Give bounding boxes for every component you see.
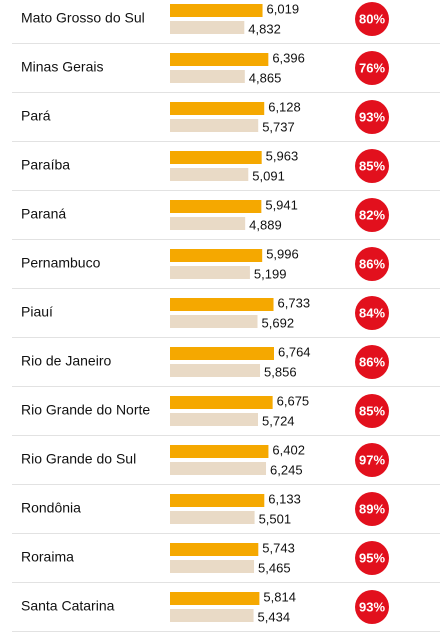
bar: [170, 298, 274, 311]
bar: [170, 249, 263, 262]
value-label: 5,743: [262, 540, 295, 555]
percent-badge: [355, 541, 389, 575]
category-label: Rio Grande do Norte: [21, 402, 150, 418]
percent-badge: [355, 100, 389, 134]
value-label: 5,996: [266, 246, 299, 261]
value-label: 6,019: [267, 1, 300, 16]
percent-label: 95%: [359, 550, 385, 565]
category-label: Mato Grosso do Sul: [21, 10, 145, 26]
bar: [170, 364, 261, 377]
bar: [170, 511, 255, 524]
value-label: 6,128: [268, 99, 301, 114]
percent-label: 86%: [359, 256, 385, 271]
bar: [170, 315, 258, 328]
value-label: 5,692: [262, 315, 295, 330]
percent-label: 76%: [359, 60, 385, 75]
value-label: 5,091: [252, 168, 285, 183]
bar: [170, 21, 245, 34]
category-label: Minas Gerais: [21, 59, 103, 75]
bar: [170, 70, 245, 83]
bar: [170, 119, 259, 132]
bar: [170, 560, 255, 573]
percent-label: 89%: [359, 501, 385, 516]
value-label: 4,832: [248, 21, 281, 36]
value-label: 5,856: [264, 364, 297, 379]
value-label: 5,941: [265, 197, 298, 212]
value-label: 5,814: [263, 589, 296, 604]
percent-badge: [355, 198, 389, 232]
category-label: Piauí: [21, 304, 53, 320]
percent-badge: [355, 51, 389, 85]
percent-badge: [355, 345, 389, 379]
percent-label: 97%: [359, 452, 385, 467]
value-label: 4,889: [249, 217, 282, 232]
percent-label: 93%: [359, 599, 385, 614]
category-label: Pernambuco: [21, 255, 101, 271]
category-label: Roraima: [21, 549, 74, 565]
value-label: 6,396: [272, 50, 305, 65]
bar: [170, 151, 262, 164]
value-label: 5,963: [266, 148, 299, 163]
bar: [170, 445, 269, 458]
value-label: 5,501: [259, 511, 292, 526]
percent-badge: [355, 247, 389, 281]
percent-badge: [355, 149, 389, 183]
bar: [170, 347, 274, 360]
percent-label: 93%: [359, 109, 385, 124]
bar: [170, 413, 259, 426]
value-label: 5,724: [262, 413, 295, 428]
bar: [170, 168, 249, 181]
value-label: 5,737: [262, 119, 295, 134]
bar: [170, 543, 259, 556]
percent-badge: [355, 2, 389, 36]
value-label: 6,133: [268, 491, 301, 506]
category-label: Santa Catarina: [21, 598, 115, 614]
percent-badge: [355, 394, 389, 428]
percent-label: 82%: [359, 207, 385, 222]
value-label: 6,733: [278, 295, 311, 310]
value-label: 6,402: [272, 442, 305, 457]
percent-label: 85%: [359, 403, 385, 418]
percent-badge: [355, 443, 389, 477]
value-label: 6,764: [278, 344, 311, 359]
percent-badge: [355, 590, 389, 624]
bar: [170, 396, 273, 409]
percent-label: 85%: [359, 158, 385, 173]
bar: [170, 462, 267, 475]
category-label: Pará: [21, 108, 51, 124]
bar: [170, 592, 260, 605]
bar: [170, 53, 269, 66]
bar: [170, 200, 262, 213]
bar: [170, 266, 250, 279]
bar: [170, 217, 246, 230]
value-label: 6,675: [277, 393, 310, 408]
percent-badge: [355, 492, 389, 526]
value-label: 4,865: [249, 70, 282, 85]
percent-label: 86%: [359, 354, 385, 369]
category-label: Rondônia: [21, 500, 81, 516]
bar: [170, 609, 254, 622]
category-label: Paraíba: [21, 157, 70, 173]
bar: [170, 494, 265, 507]
value-label: 5,434: [258, 609, 291, 624]
category-label: Rio de Janeiro: [21, 353, 111, 369]
percent-label: 84%: [359, 305, 385, 320]
category-label: Rio Grande do Sul: [21, 451, 136, 467]
percent-label: 80%: [359, 11, 385, 26]
value-label: 5,465: [258, 560, 291, 575]
value-label: 6,245: [270, 462, 303, 477]
bar: [170, 4, 263, 17]
value-label: 5,199: [254, 266, 287, 281]
percent-badge: [355, 296, 389, 330]
bar: [170, 102, 265, 115]
category-label: Paraná: [21, 206, 66, 222]
